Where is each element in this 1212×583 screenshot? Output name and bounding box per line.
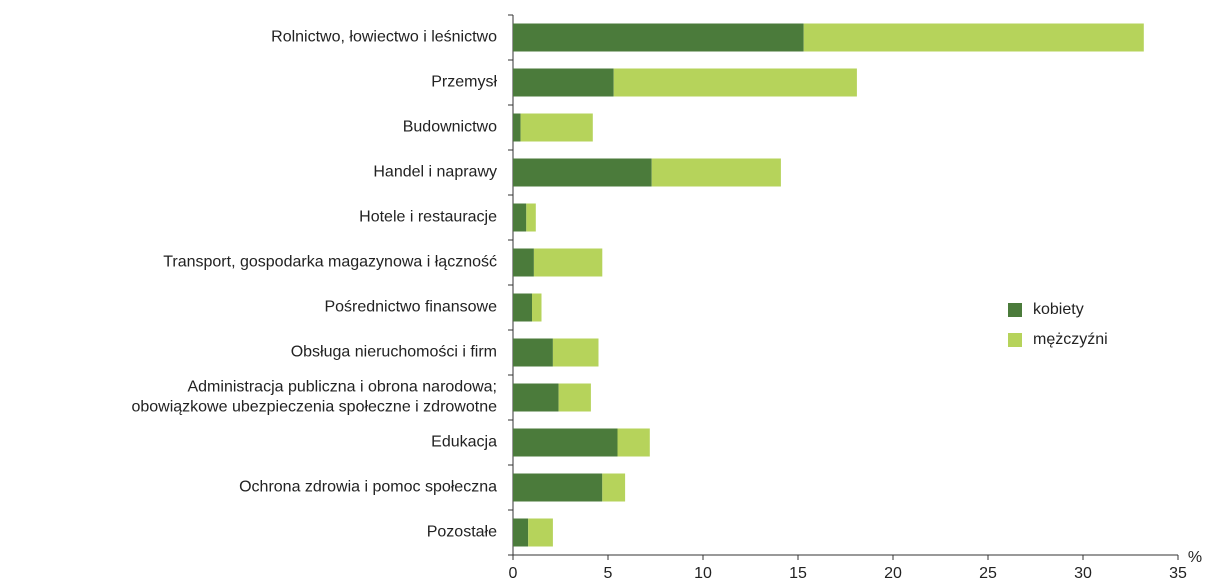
y-tick-label: Hotele i restauracje [359,209,497,226]
bar [513,68,614,97]
y-tick-label: Edukacja [431,434,497,451]
y-tick-label: Przemysł [431,74,497,91]
x-tick-label: 0 [509,565,518,582]
bar [513,293,532,322]
bar [528,518,553,547]
legend-label: mężczyźni [1033,331,1108,348]
bar [513,383,559,412]
legend-swatch [1008,333,1022,347]
bar [513,473,603,502]
bar [617,428,650,457]
bar [526,203,536,232]
bar [513,23,804,52]
bar [513,428,618,457]
y-tick-label: Transport, gospodarka magazynowa i łączn… [163,254,497,271]
legend-swatch [1008,303,1022,317]
bar [513,203,527,232]
y-tick-label: Rolnictwo, łowiectwo i leśnictwo [271,29,497,46]
bar [613,68,857,97]
x-tick-label: 25 [979,565,997,582]
bar [558,383,591,412]
x-unit: % [1188,549,1202,566]
x-tick-label: 10 [694,565,712,582]
bar [552,338,599,367]
x-tick-label: 5 [604,565,613,582]
y-tick-label: Ochrona zdrowia i pomoc społeczna [239,479,497,496]
y-tick-label: Pozostałe [427,524,497,541]
bar [803,23,1144,52]
bar [513,158,652,187]
x-tick-label: 30 [1074,565,1092,582]
bar [513,518,529,547]
bar [651,158,781,187]
bar [602,473,626,502]
bar [533,248,603,277]
bar [520,113,593,142]
x-tick-label: 35 [1169,565,1187,582]
y-tick-label: Administracja publiczna i obrona narodow… [131,379,497,416]
y-tick-label: Budownictwo [403,119,497,136]
bar [513,338,553,367]
x-tick-label: 20 [884,565,902,582]
x-tick-label: 15 [789,565,807,582]
bar [513,113,521,142]
y-tick-label: Obsługa nieruchomości i firm [291,344,497,361]
bar [513,248,534,277]
bar [532,293,542,322]
legend-label: kobiety [1033,301,1084,318]
y-tick-label: Pośrednictwo finansowe [324,299,497,316]
y-tick-label: Handel i naprawy [373,164,497,181]
